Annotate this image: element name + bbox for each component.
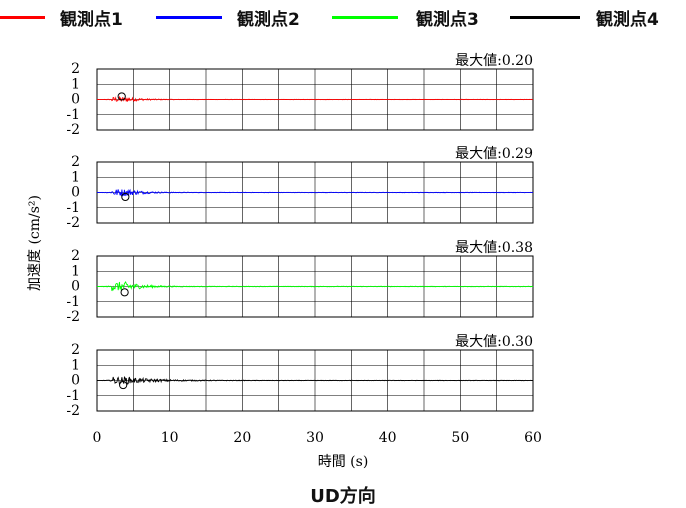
panel-2: 最大値:0.29 210-1-2 [66, 146, 534, 231]
chart-caption: UD方向 [310, 486, 376, 507]
max-value-marker [119, 380, 128, 390]
x-tick-label: 50 [451, 430, 469, 446]
y-tick-label: 1 [71, 169, 80, 185]
max-value-label: 最大値:0.30 [455, 334, 533, 350]
x-tick-label: 20 [233, 430, 251, 446]
y-tick-label: -2 [66, 309, 80, 325]
chart-legend: 観測点1 観測点2 観測点3 観測点4 [0, 4, 686, 30]
y-tick-label: 2 [71, 61, 80, 77]
panel-1: 最大値:0.20 210-1-2 [66, 53, 534, 138]
legend-swatch-4 [510, 16, 580, 19]
x-tick-label: 60 [524, 430, 542, 446]
y-tick-label: -2 [66, 215, 80, 231]
legend-swatch-2 [156, 16, 222, 19]
max-value-label: 最大値:0.29 [455, 146, 533, 162]
y-tick-label: -1 [66, 107, 80, 123]
x-axis-label: 時間 (s) [318, 454, 369, 470]
series-line-1 [96, 95, 534, 103]
x-tick-label: 0 [93, 430, 102, 446]
legend-label-2: 観測点2 [237, 10, 300, 30]
y-tick-label: -1 [66, 388, 80, 404]
y-tick-label: 0 [71, 279, 80, 295]
max-value-label: 最大値:0.20 [455, 53, 533, 69]
legend-label-1: 観測点1 [60, 10, 123, 30]
y-tick-label: 1 [71, 357, 80, 373]
y-axis-label: 加速度 (cm/s²) [27, 195, 43, 291]
panel-4: 最大値:0.30 210-1-2 [66, 334, 534, 419]
y-tick-label: -1 [66, 294, 80, 310]
y-tick-label: 1 [71, 263, 80, 279]
max-value-label: 最大値:0.38 [455, 240, 533, 256]
y-tick-label: -2 [66, 122, 80, 138]
legend-swatch-1 [0, 16, 45, 19]
panel-3: 最大値:0.38 210-1-2 [66, 240, 534, 325]
legend-label-4: 観測点4 [596, 10, 659, 30]
series-line-4 [96, 376, 534, 385]
series-line-2 [97, 188, 534, 198]
y-tick-label: 0 [71, 185, 80, 201]
y-tick-label: 2 [71, 248, 80, 264]
y-tick-label: 0 [71, 373, 80, 389]
y-tick-label: 1 [71, 76, 80, 92]
x-tick-label: 40 [379, 430, 397, 446]
max-value-marker [117, 92, 126, 101]
max-value-marker [121, 192, 130, 202]
y-tick-label: -2 [66, 403, 80, 419]
legend-swatch-3 [332, 16, 398, 19]
x-tick-label: 30 [306, 430, 324, 446]
x-tick-label: 10 [161, 430, 179, 446]
y-tick-label: 2 [71, 342, 80, 358]
y-tick-label: 0 [71, 92, 80, 108]
y-tick-label: 2 [71, 154, 80, 170]
series-line-3 [96, 280, 534, 292]
max-value-marker [120, 288, 129, 297]
y-tick-label: -1 [66, 200, 80, 216]
legend-label-3: 観測点3 [416, 10, 479, 30]
